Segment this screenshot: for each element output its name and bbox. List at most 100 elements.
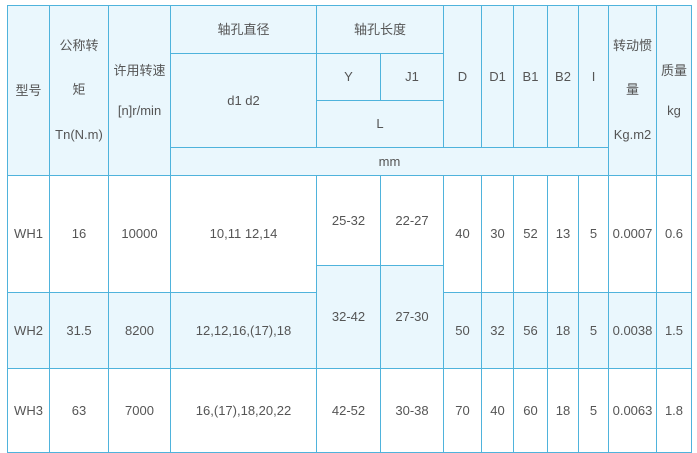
cell-text: 32 [490,322,505,338]
row-cell-mass: 1.8 [656,368,692,453]
cell-text: 13 [555,226,571,241]
header-L: L [316,100,444,148]
cell-text: 60 [523,402,538,418]
cell-text: 5 [589,402,598,418]
cell-text: 0.0063 [612,402,653,418]
header-bore-length: 轴孔长度 [316,5,444,54]
row-cell-y: 42-52 [316,368,381,453]
row-cell-d: 16,(17),18,20,22 [170,368,317,453]
row-cell-speed: 8200 [108,292,171,369]
row-cell-b2: 18 [547,292,579,369]
cell-text: 56 [523,322,538,338]
row-cell-speed: 10000 [108,175,171,293]
cell-text: 40 [490,402,505,418]
header-torque: 公称转矩 Tn(N.m) [49,5,109,176]
row-cell-inertia: 0.0007 [608,175,657,293]
cell-text: 30-38 [395,402,429,418]
row-cell-d: 70 [443,368,482,453]
cell-text: 量 [625,82,639,98]
row-cell-d1: 40 [481,368,514,453]
row-cell-i: 5 [578,292,609,369]
header-inertia: 转动惯量 Kg.m2 [608,5,657,176]
cell-text: 16,(17),18,20,22 [195,402,292,418]
row-cell-y: 32-42 [316,265,381,369]
row-cell-model: WH2 [7,292,50,369]
cell-text: 18 [555,402,571,418]
header-B2: B2 [547,5,579,148]
cell-text: 公称转 [59,38,99,54]
cell-text: B1 [522,68,539,84]
row-cell-b2: 13 [547,175,579,293]
cell-text: 1.8 [664,402,684,418]
row-cell-torque: 63 [49,368,109,453]
row-cell-j1: 22-27 [380,175,444,266]
header-d1d2: d1 d2 [170,53,317,148]
cell-text: 63 [71,402,87,418]
cell-text: 型号 [15,82,42,98]
row-cell-model: WH3 [7,368,50,453]
cell-text: 5 [589,322,598,338]
cell-text: 12,12,16,(17),18 [195,322,292,338]
cell-text: 40 [455,226,470,241]
header-I: I [578,5,609,148]
cell-text: d1 d2 [227,92,260,108]
cell-text: WH1 [14,226,43,241]
header-unit: mm [170,147,609,176]
row-cell-b1: 52 [513,175,548,293]
header-model: 型号 [7,5,50,176]
cell-text: 8200 [125,322,154,338]
cell-text: I [591,68,596,84]
row-cell-d: 10,11 12,14 [170,175,317,293]
row-cell-torque: 31.5 [49,292,109,369]
header-Y: Y [316,53,381,101]
cell-text: Tn(N.m) [55,126,103,142]
row-cell-i: 5 [578,368,609,453]
header-bore-diameter: 轴孔直径 [170,5,317,54]
header-D: D [443,5,482,148]
header-mass: 质量 kg [656,5,692,176]
cell-text: 30 [490,226,505,241]
header-speed: 许用转速 [n]r/min [108,5,171,176]
row-cell-d1: 32 [481,292,514,369]
cell-text: 42-52 [331,402,366,418]
cell-text: 50 [455,322,470,338]
row-cell-model: WH1 [7,175,50,293]
cell-text: kg [667,102,681,118]
cell-text: 0.0038 [612,322,653,338]
cell-text: 31.5 [66,322,92,338]
cell-text: 5 [589,226,598,241]
row-cell-d: 12,12,16,(17),18 [170,292,317,369]
cell-text: 70 [455,402,470,418]
header-J1: J1 [380,53,444,101]
row-cell-speed: 7000 [108,368,171,453]
cell-text: B2 [555,68,571,84]
cell-text: D [457,68,468,84]
row-cell-d: 40 [443,175,482,293]
cell-text: 22-27 [395,212,429,228]
cell-text: 18 [555,322,571,338]
cell-text: L [376,116,384,131]
cell-text: Y [344,69,353,84]
cell-text: WH3 [14,402,43,418]
row-cell-mass: 0.6 [656,175,692,293]
row-cell-torque: 16 [49,175,109,293]
cell-text: 质量 [660,62,687,78]
cell-text: D1 [489,68,506,84]
header-B1: B1 [513,5,548,148]
row-cell-j1: 30-38 [380,368,444,453]
cell-text: 32-42 [331,309,366,324]
row-cell-j1: 27-30 [380,265,444,369]
cell-text: 52 [523,226,538,241]
cell-text: 许用转速 [113,62,166,78]
cell-text: WH2 [14,322,43,338]
cell-text: Kg.m2 [613,126,652,142]
cell-text: 7000 [125,402,154,418]
row-cell-i: 5 [578,175,609,293]
cell-text: 轴孔直径 [217,21,270,37]
cell-text: 矩 [72,82,86,98]
row-cell-mass: 1.5 [656,292,692,369]
cell-text: 轴孔长度 [353,21,406,37]
row-cell-inertia: 0.0063 [608,368,657,453]
cell-text: J1 [405,69,419,84]
